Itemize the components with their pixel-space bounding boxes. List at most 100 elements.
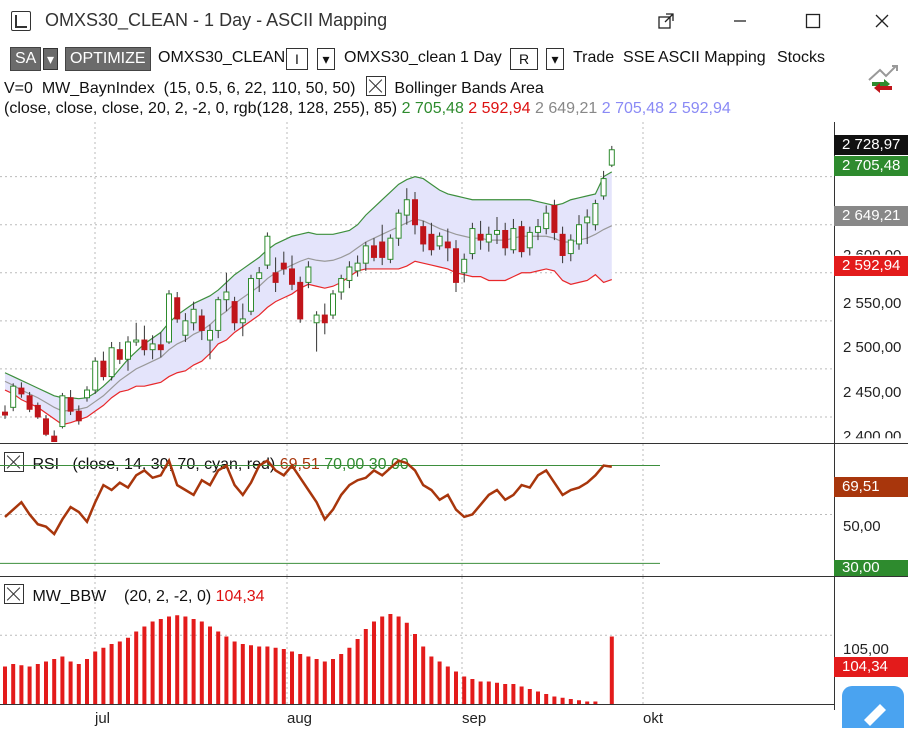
bbw-bar (609, 636, 614, 704)
close-rsi-icon[interactable] (4, 452, 24, 472)
rsi-legend: RSI (close, 14, 30, 70, cyan, red) 69,51… (4, 452, 409, 474)
bbw-bar (3, 666, 7, 704)
candle-body (526, 231, 533, 249)
bbw-bar (175, 615, 180, 704)
bbw-bar (19, 665, 24, 704)
candle-body (330, 293, 336, 316)
box-r[interactable]: R (510, 48, 538, 70)
minimize-button[interactable] (720, 6, 760, 36)
symbol-dropdown[interactable]: ▾ (317, 48, 335, 70)
candle-body (51, 435, 58, 442)
candle-body (321, 314, 328, 324)
candle-body (248, 278, 254, 312)
bbw-bar (85, 659, 89, 704)
sa-dropdown[interactable]: ▾ (43, 48, 58, 70)
bbw-bar (150, 621, 155, 704)
candle-body (166, 293, 172, 343)
bbw-axis-tick: 105,00 (843, 641, 889, 658)
candle-body (395, 212, 402, 239)
maximize-button[interactable] (793, 6, 833, 36)
bbw-bar (191, 619, 196, 704)
trade-label[interactable]: Trade (573, 49, 615, 66)
candle-body (149, 343, 156, 351)
bbw-bar (445, 666, 450, 704)
close-button[interactable] (862, 6, 902, 36)
bbw-bar (208, 626, 212, 704)
popout-icon[interactable] (646, 6, 686, 36)
candle-body (215, 299, 222, 331)
rsi-line (4, 457, 612, 536)
bbw-bar (93, 651, 98, 704)
bb-name: Bollinger Bands Area (394, 80, 544, 97)
bbw-bar (388, 614, 393, 704)
optimize-button[interactable]: OPTIMIZE (65, 47, 151, 71)
candle-body (453, 248, 459, 283)
bb-value-4: 2 705,48 (601, 100, 665, 117)
bbw-bar (142, 626, 147, 704)
symbol-label[interactable]: OMXS30_CLEAN (158, 49, 286, 66)
bbw-bar (281, 649, 286, 704)
date-label: okt (643, 710, 664, 727)
candle-body (125, 341, 131, 360)
bb-value-1: 2 705,48 (401, 100, 464, 117)
candle-body (133, 339, 140, 343)
edit-icon[interactable] (842, 686, 904, 728)
baynindex-legend: V=0 MW_BaynIndex (15, 0.5, 6, 22, 110, 5… (4, 76, 544, 98)
candle-body (469, 228, 476, 255)
v-prefix: V=0 (4, 80, 33, 97)
bbw-bar (527, 689, 532, 704)
trend-arrows-icon[interactable] (866, 58, 902, 94)
app-icon (11, 11, 31, 31)
interval-label[interactable]: 1 Day (460, 49, 502, 66)
rsi-chart[interactable] (0, 444, 834, 576)
price-tick: 2 450,00 (843, 384, 902, 401)
window-title: OMXS30_CLEAN - 1 Day - ASCII Mapping (45, 10, 388, 30)
candle-body (608, 149, 615, 166)
price-tick: 2 550,00 (843, 295, 902, 312)
date-axis-line (0, 704, 834, 705)
rsi-axis-value: 69,51 (834, 477, 908, 497)
bbw-value: 104,34 (215, 588, 265, 605)
symbol2-label[interactable]: OMXS30_clean (344, 49, 457, 66)
box-i[interactable]: I (286, 48, 308, 70)
bbw-bar (536, 691, 540, 704)
candle-body (535, 226, 541, 233)
candle-body (584, 216, 591, 224)
candle-body (559, 233, 566, 256)
candle-body (67, 397, 74, 412)
candle-body (198, 315, 205, 331)
bbw-bar (593, 701, 598, 704)
candle-body (551, 205, 558, 233)
candle-body (518, 226, 525, 253)
candle-body (362, 245, 369, 264)
bbw-bar (257, 646, 262, 704)
close-bb-icon[interactable] (365, 76, 386, 96)
bbw-bar (355, 639, 360, 704)
exchange-label: SSE (623, 49, 656, 66)
bbw-bar (44, 661, 48, 704)
bbw-bar (216, 631, 221, 704)
close-bbw-icon[interactable] (4, 584, 24, 604)
bbw-chart[interactable] (0, 577, 834, 704)
rsi-upper-value: 70,00 (324, 456, 365, 473)
bbw-bar (413, 634, 417, 704)
candle-body (461, 258, 468, 274)
interval-dropdown[interactable]: ▾ (546, 48, 564, 70)
candle-body (313, 314, 320, 324)
bb-value-5: 2 592,94 (668, 100, 731, 117)
rsi-params: (close, 14, 30, 70, cyan, red) (72, 456, 276, 473)
bbw-bar (404, 622, 409, 704)
candle-body (412, 199, 418, 226)
price-chart[interactable] (0, 122, 834, 442)
stocks-label: Stocks (777, 49, 826, 66)
bbw-bar (363, 629, 368, 704)
bbw-bar (322, 661, 327, 704)
last-price-label: 2 728,97 (834, 135, 908, 155)
bbw-bar (35, 664, 40, 704)
axis-separator (834, 122, 835, 710)
bb-params: (close, close, close, 20, 2, -2, 0, rgb(… (4, 100, 398, 117)
sa-button[interactable]: SA (10, 47, 42, 71)
bbw-bar (11, 664, 16, 704)
bbw-bar (577, 700, 581, 704)
bbw-name: MW_BBW (32, 588, 107, 605)
